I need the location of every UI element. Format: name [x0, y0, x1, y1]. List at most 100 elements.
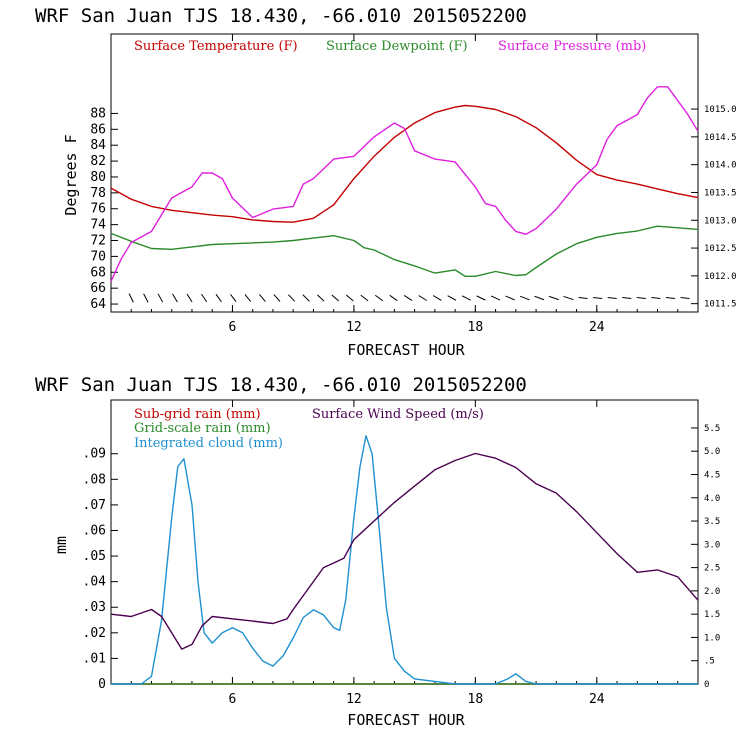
y2-tick-label: 4.0: [704, 494, 720, 504]
y-tick-label: .07: [83, 498, 106, 513]
series-line-surface-temperature-f: [110, 104, 699, 223]
wind-barb: [230, 293, 237, 303]
x-tick-label: 6: [229, 320, 237, 335]
y2-tick-label: 1012.5: [704, 244, 737, 254]
panel1-series: [110, 86, 699, 282]
wind-barb: [548, 295, 559, 301]
wind-barb: [680, 297, 690, 299]
legend-grid-scale-rain: Grid-scale rain (mm): [134, 421, 271, 436]
y-tick-label: 76: [90, 202, 106, 217]
y-tick-label: 86: [90, 122, 106, 137]
y2-tick-label: 2.5: [704, 564, 720, 574]
x-tick-label: 18: [468, 692, 484, 707]
x-tick-label: 12: [346, 692, 362, 707]
y-tick-label: .06: [83, 523, 106, 538]
wind-barb: [273, 294, 281, 302]
wind-barb: [651, 297, 661, 299]
wind-barb: [622, 297, 632, 299]
wind-barb: [490, 295, 501, 301]
y-tick-label: .05: [83, 549, 106, 564]
wind-barb: [186, 293, 193, 303]
wind-barb: [389, 294, 398, 302]
panel2-title: WRF San Juan TJS 18.430, -66.010 2015052…: [35, 374, 527, 396]
x-tick-label: 18: [468, 320, 484, 335]
y-tick-label: 84: [90, 138, 106, 153]
wind-barb: [128, 293, 134, 303]
y-tick-label: 72: [90, 234, 106, 249]
wind-barb: [288, 294, 296, 302]
wind-barb: [519, 295, 530, 301]
legend-sub-grid-rain: Sub-grid rain (mm): [134, 407, 261, 422]
y-tick-label: 66: [90, 281, 106, 296]
y2-tick-label: 1.5: [704, 610, 720, 620]
panel2-legend: Sub-grid rain (mm) Grid-scale rain (mm) …: [134, 407, 484, 451]
wind-barb: [403, 294, 413, 302]
wind-barb: [476, 295, 486, 301]
y-tick-label: 74: [90, 218, 106, 233]
y2-tick-label: .5: [704, 657, 715, 667]
wind-barb: [636, 297, 646, 299]
y2-tick-label: 1015.0: [704, 105, 737, 115]
wind-barb: [563, 295, 574, 301]
y2-tick-label: 1.0: [704, 633, 720, 643]
wind-barb: [157, 293, 164, 303]
panel2-series: [110, 435, 699, 685]
y-tick-label: 68: [90, 265, 106, 280]
wind-barb: [461, 295, 471, 301]
y2-tick-label: 1013.5: [704, 188, 737, 198]
y-tick-label: 82: [90, 154, 106, 169]
y2-tick-label: 3.5: [704, 517, 720, 527]
y2-tick-label: 1014.5: [704, 133, 737, 143]
wind-barb: [505, 295, 515, 301]
y2-tick-label: 1011.5: [704, 300, 737, 310]
x-tick-label: 24: [589, 320, 605, 335]
y-tick-label: .08: [83, 472, 106, 487]
wind-barb: [215, 293, 222, 303]
wind-barb: [447, 295, 457, 301]
y2-tick-label: 5.5: [704, 424, 720, 434]
wind-barb: [201, 293, 208, 303]
wind-barb: [665, 297, 676, 299]
y-tick-label: 80: [90, 170, 106, 185]
wind-barb: [317, 294, 325, 302]
series-line-surface-dewpoint-f: [110, 225, 699, 277]
y-tick-label: .04: [83, 575, 107, 590]
wind-barb: [259, 294, 266, 302]
panel1-title: WRF San Juan TJS 18.430, -66.010 2015052…: [35, 5, 527, 27]
x-tick-label: 12: [346, 320, 362, 335]
wind-barb: [534, 295, 545, 301]
wind-barb: [593, 297, 603, 299]
series-line-integrated-cloud-mm: [111, 435, 698, 685]
wind-barb: [578, 297, 588, 299]
y2-tick-label: 2.0: [704, 587, 720, 597]
y2-tick-label: 1014.0: [704, 161, 737, 171]
wind-barb: [244, 294, 252, 302]
y2-tick-label: 4.5: [704, 470, 720, 480]
wind-barb: [360, 294, 369, 302]
y-tick-label: 0: [98, 677, 106, 692]
y-tick-label: .03: [83, 600, 106, 615]
y2-tick-label: 0: [704, 680, 709, 690]
wind-barb: [418, 295, 427, 301]
legend-surface-wind-speed: Surface Wind Speed (m/s): [312, 407, 484, 422]
legend-surface-temperature: Surface Temperature (F): [134, 39, 298, 54]
y-tick-label: 88: [90, 106, 106, 121]
y2-tick-label: 1012.0: [704, 272, 737, 282]
panel1-wind-barbs: [128, 293, 690, 303]
y-tick-label: .01: [83, 651, 106, 666]
panel1-y-axis-label: Degrees F: [62, 134, 80, 215]
y-tick-label: 64: [90, 297, 106, 312]
x-tick-label: 24: [589, 692, 605, 707]
y-tick-label: 78: [90, 186, 106, 201]
panel1-x-axis-label: FORECAST HOUR: [347, 341, 465, 359]
legend-surface-dewpoint: Surface Dewpoint (F): [326, 39, 468, 54]
wind-barb: [374, 294, 384, 302]
panel2-ticks: 6 12 18 24 0 .01 .02 .03 .04 .05 .06 .07 .08 .09 0 .5 1.…: [83, 400, 720, 707]
wind-barb: [331, 294, 340, 302]
wind-barb: [607, 297, 617, 299]
y-tick-label: .09: [83, 447, 106, 462]
wind-barb: [172, 293, 178, 303]
y2-tick-label: 3.0: [704, 540, 720, 550]
